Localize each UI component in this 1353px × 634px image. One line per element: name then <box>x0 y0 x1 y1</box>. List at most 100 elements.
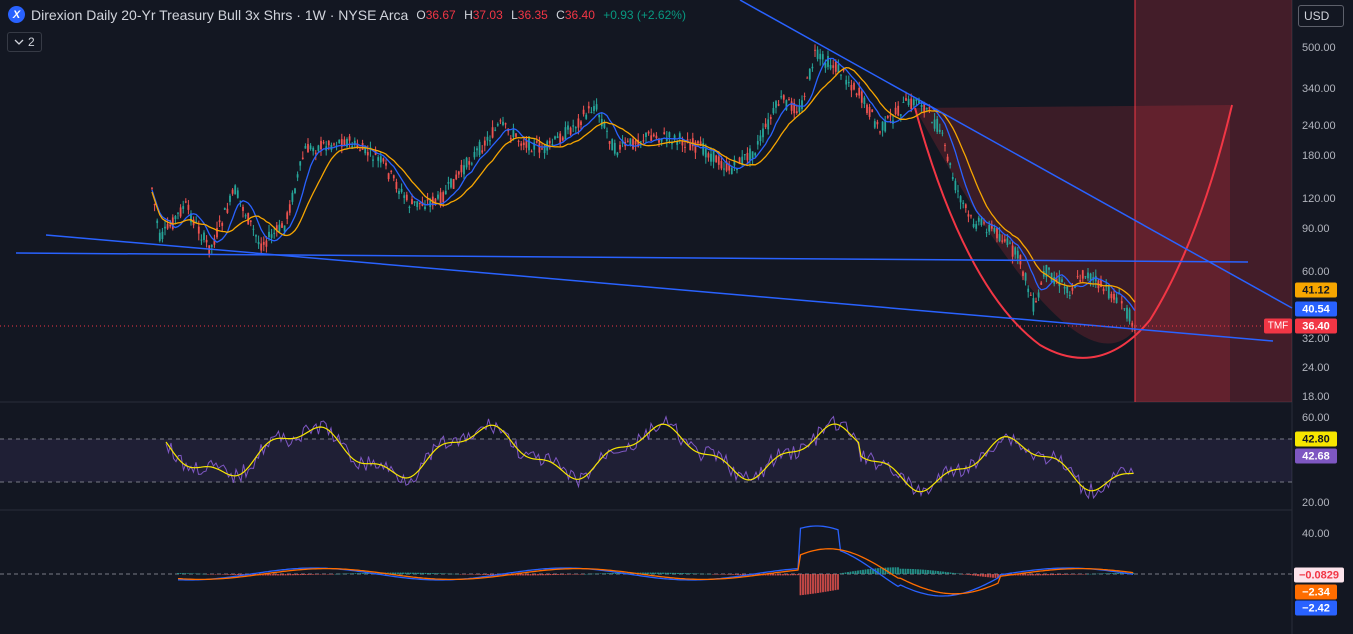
macd-hist-bar <box>859 570 862 574</box>
macd-hist-bar <box>297 574 299 576</box>
macd-hist-bar <box>289 574 292 576</box>
ohlc-high-key: H <box>464 7 473 22</box>
macd-hist-bar <box>349 573 352 574</box>
candle-body <box>502 121 504 126</box>
macd-hist-bar <box>569 574 572 575</box>
macd-hist-bar <box>1104 573 1107 574</box>
macd-hist-bar <box>594 573 597 575</box>
macd-hist-bar <box>679 573 682 574</box>
price-tick: 500.00 <box>1302 42 1336 54</box>
macd-hist-bar <box>574 574 577 575</box>
macd-hist-bar <box>1034 574 1037 576</box>
symbol-title[interactable]: Direxion Daily 20-Yr Treasury Bull 3x Sh… <box>31 6 409 23</box>
macd-hist-bar <box>467 574 469 575</box>
candle-body <box>262 241 265 245</box>
candle-body <box>543 145 546 154</box>
macd-hist-bar <box>209 574 212 575</box>
candle-body <box>668 132 671 138</box>
macd-hist-bar <box>919 569 922 574</box>
macd-hist-bar <box>1039 574 1042 576</box>
macd-hist-bar <box>714 574 717 575</box>
macd-hist-bar <box>814 574 817 594</box>
candle-body <box>291 192 294 202</box>
macd-hist-bar <box>924 569 927 574</box>
candle-body <box>840 74 842 76</box>
candle-body <box>988 225 991 232</box>
ohlc-close-key: C <box>556 7 565 22</box>
candle-body <box>1014 247 1017 255</box>
candle-body <box>187 204 190 210</box>
macd-hist-bar <box>984 574 987 577</box>
candle-body <box>1061 279 1063 283</box>
macd-hist-bar <box>987 574 989 578</box>
macd-hist-bar <box>1092 573 1094 575</box>
rsi-value-label: 42.68 <box>1295 448 1337 464</box>
macd-hist-bar <box>544 574 547 576</box>
candle-body <box>489 140 491 142</box>
macd-hist-bar <box>302 574 304 575</box>
macd-hist-bar <box>322 574 324 575</box>
macd-line <box>177 525 1134 597</box>
candle-body <box>554 136 556 139</box>
macd-hist-bar <box>824 574 827 592</box>
macd-hist-bar <box>662 572 664 574</box>
candle-body <box>1084 276 1087 278</box>
macd-hist-bar <box>1117 573 1119 574</box>
candle-body <box>756 141 759 145</box>
candle-body <box>426 199 429 201</box>
candle-body <box>957 190 959 192</box>
indicators-count: 2 <box>28 35 35 49</box>
macd-hist-bar <box>639 572 642 574</box>
candle-body <box>699 141 702 147</box>
macd-hist-bar <box>514 574 517 576</box>
macd-hist-bar <box>472 574 474 575</box>
macd-hist-bar <box>1064 574 1067 575</box>
ohlc-open-key: O <box>416 7 426 22</box>
candle-body <box>710 153 712 162</box>
macd-hist-bar <box>542 574 544 576</box>
macd-hist-bar <box>789 574 792 576</box>
candle-body <box>483 140 486 146</box>
candle-body <box>556 136 559 139</box>
candle-body <box>902 101 905 103</box>
candle-body <box>691 138 694 147</box>
currency-selector[interactable]: USD <box>1298 5 1344 27</box>
macd-hist-bar <box>449 573 452 575</box>
macd-hist-bar <box>974 574 977 576</box>
macd-hist-bar <box>264 574 267 576</box>
indicators-toggle-button[interactable]: 2 <box>7 32 42 52</box>
macd-hist-bar <box>194 573 197 575</box>
rsi-tick: 60.00 <box>1302 412 1330 424</box>
macd-hist-bar <box>927 570 929 574</box>
candle-body <box>1068 295 1071 297</box>
macd-hist-bar <box>949 572 952 574</box>
candle-body <box>450 178 452 188</box>
candle-body <box>785 100 788 110</box>
macd-hist-bar <box>834 574 837 591</box>
rsi-band <box>0 439 1292 482</box>
candle-body <box>366 152 369 156</box>
candle-body <box>405 194 408 201</box>
macd-hist-bar <box>1067 574 1069 575</box>
candle-body <box>229 195 231 202</box>
candle-body <box>1089 273 1092 281</box>
candle-body <box>632 139 634 149</box>
candle-body <box>1003 239 1006 242</box>
macd-hist-bar <box>299 574 302 576</box>
candle-body <box>260 243 263 251</box>
macd-hist-bar <box>1027 574 1029 576</box>
macd-hist-bar <box>742 574 744 576</box>
macd-hist-bar <box>584 573 587 575</box>
macd-hist-bar <box>937 571 939 574</box>
macd-hist-bar <box>879 567 882 574</box>
macd-hist-bar <box>869 568 872 574</box>
macd-hist-bar <box>234 574 237 575</box>
macd-hist-bar <box>962 574 964 575</box>
macd-hist-bar <box>474 574 477 575</box>
candle-body <box>985 232 988 234</box>
candle-body <box>720 161 723 169</box>
macd-hist-bar <box>562 574 564 575</box>
macd-hist-bar <box>864 569 867 574</box>
candle-body <box>455 174 458 180</box>
